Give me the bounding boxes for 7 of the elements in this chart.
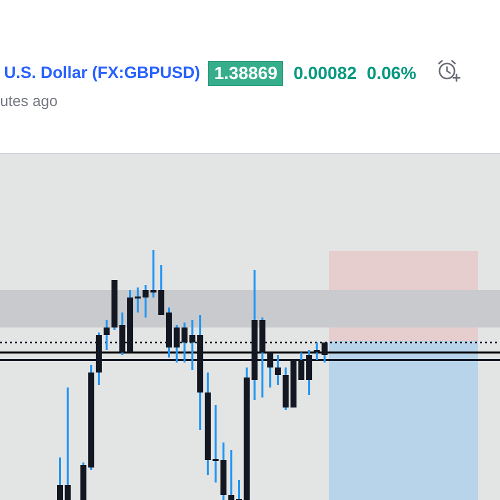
candlestick xyxy=(228,450,234,500)
chart-subtitle: utes ago xyxy=(0,93,58,110)
text: 0.06% xyxy=(366,62,416,84)
text: 0.00082 xyxy=(293,62,357,84)
candlestick xyxy=(236,480,242,500)
text: 1.38869 xyxy=(208,60,284,86)
chart-title: U.S. Dollar (FX:GBPUSD) xyxy=(4,64,200,82)
